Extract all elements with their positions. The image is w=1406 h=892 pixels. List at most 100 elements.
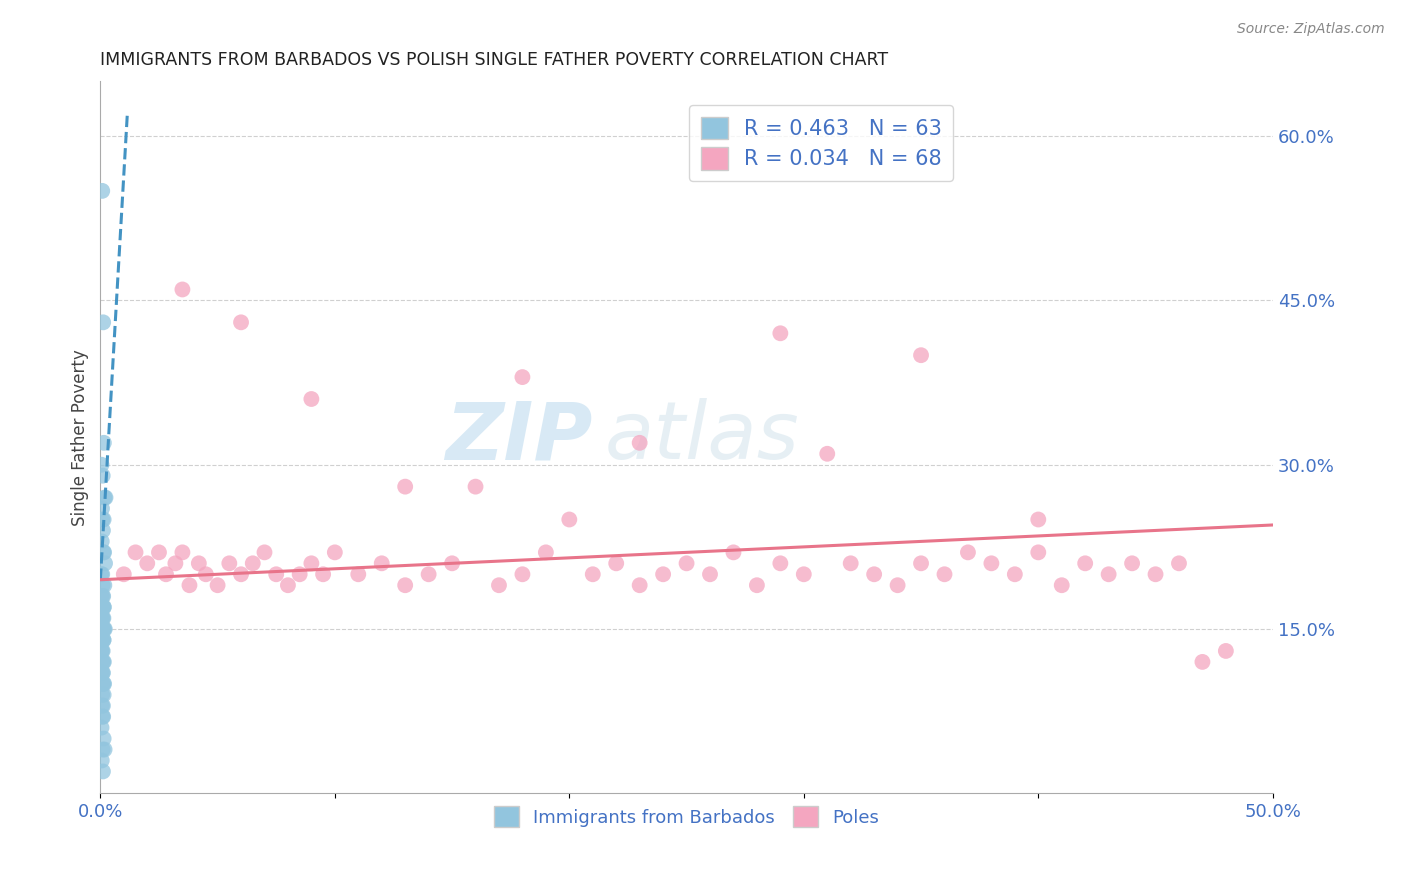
- Point: [207, 578, 229, 592]
- Point: [723, 545, 745, 559]
- Point: [93, 600, 115, 615]
- Point: [91, 622, 114, 636]
- Point: [628, 435, 651, 450]
- Point: [464, 480, 486, 494]
- Point: [93, 611, 115, 625]
- Point: [91, 184, 114, 198]
- Point: [93, 545, 115, 559]
- Point: [91, 589, 114, 603]
- Point: [172, 545, 194, 559]
- Point: [90, 611, 112, 625]
- Text: ZIP: ZIP: [446, 399, 593, 476]
- Point: [91, 567, 114, 582]
- Point: [155, 567, 177, 582]
- Point: [229, 567, 252, 582]
- Point: [91, 742, 114, 756]
- Text: IMMIGRANTS FROM BARBADOS VS POLISH SINGLE FATHER POVERTY CORRELATION CHART: IMMIGRANTS FROM BARBADOS VS POLISH SINGL…: [100, 51, 889, 69]
- Point: [558, 512, 581, 526]
- Point: [90, 589, 112, 603]
- Point: [93, 545, 115, 559]
- Point: [93, 677, 115, 691]
- Point: [91, 524, 114, 538]
- Point: [1191, 655, 1213, 669]
- Point: [534, 545, 557, 559]
- Point: [187, 557, 209, 571]
- Point: [91, 665, 114, 680]
- Point: [91, 600, 114, 615]
- Point: [769, 326, 792, 341]
- Point: [91, 578, 114, 592]
- Point: [512, 567, 534, 582]
- Point: [91, 632, 114, 647]
- Point: [628, 578, 651, 592]
- Point: [934, 567, 956, 582]
- Point: [91, 698, 114, 713]
- Point: [112, 567, 135, 582]
- Point: [91, 709, 114, 723]
- Point: [90, 534, 112, 549]
- Point: [1074, 557, 1097, 571]
- Point: [93, 622, 115, 636]
- Point: [91, 501, 114, 516]
- Point: [229, 315, 252, 329]
- Point: [839, 557, 862, 571]
- Point: [910, 348, 932, 362]
- Point: [90, 632, 112, 647]
- Point: [1026, 545, 1049, 559]
- Point: [1004, 567, 1026, 582]
- Point: [91, 611, 114, 625]
- Legend: Immigrants from Barbados, Poles: Immigrants from Barbados, Poles: [486, 799, 887, 834]
- Point: [394, 578, 416, 592]
- Point: [675, 557, 697, 571]
- Point: [172, 283, 194, 297]
- Point: [90, 721, 112, 735]
- Point: [793, 567, 815, 582]
- Point: [91, 468, 114, 483]
- Point: [371, 557, 394, 571]
- Point: [886, 578, 908, 592]
- Point: [91, 655, 114, 669]
- Point: [1168, 557, 1191, 571]
- Point: [93, 632, 115, 647]
- Point: [218, 557, 240, 571]
- Point: [91, 315, 114, 329]
- Point: [148, 545, 170, 559]
- Point: [91, 589, 114, 603]
- Point: [605, 557, 627, 571]
- Point: [1026, 512, 1049, 526]
- Point: [93, 677, 115, 691]
- Point: [323, 545, 346, 559]
- Point: [699, 567, 721, 582]
- Point: [299, 392, 322, 406]
- Point: [1098, 567, 1121, 582]
- Text: atlas: atlas: [605, 399, 799, 476]
- Point: [90, 754, 112, 768]
- Point: [93, 632, 115, 647]
- Point: [745, 578, 768, 592]
- Point: [90, 644, 112, 658]
- Point: [91, 600, 114, 615]
- Point: [91, 644, 114, 658]
- Point: [312, 567, 335, 582]
- Text: Source: ZipAtlas.com: Source: ZipAtlas.com: [1237, 22, 1385, 37]
- Point: [1144, 567, 1167, 582]
- Point: [90, 567, 112, 582]
- Point: [179, 578, 201, 592]
- Point: [347, 567, 370, 582]
- Point: [93, 512, 115, 526]
- Point: [90, 665, 112, 680]
- Point: [863, 567, 886, 582]
- Point: [277, 578, 299, 592]
- Point: [93, 578, 115, 592]
- Point: [980, 557, 1002, 571]
- Point: [94, 557, 117, 571]
- Point: [136, 557, 159, 571]
- Point: [264, 567, 287, 582]
- Point: [93, 600, 115, 615]
- Point: [253, 545, 276, 559]
- Point: [394, 480, 416, 494]
- Point: [93, 688, 115, 702]
- Point: [124, 545, 146, 559]
- Point: [288, 567, 311, 582]
- Point: [910, 557, 932, 571]
